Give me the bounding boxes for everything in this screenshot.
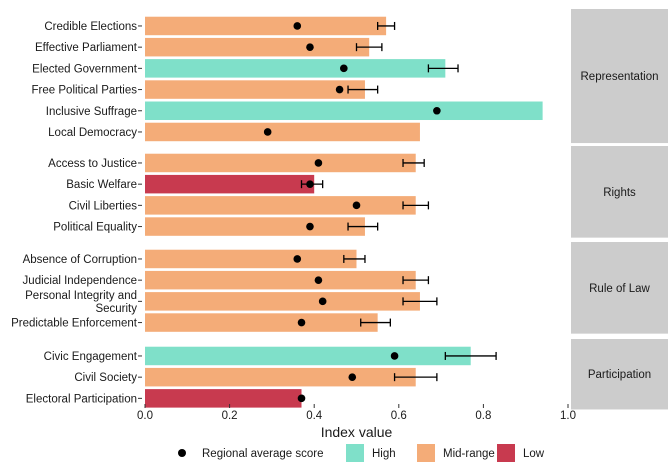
bar: [145, 217, 365, 236]
bar: [145, 389, 302, 408]
bar: [145, 37, 370, 57]
legend-point-key: [178, 449, 186, 457]
category-label: Civic Engagement: [44, 351, 138, 363]
facet-strip-label: Participation: [588, 369, 651, 381]
regional-average-point: [306, 43, 314, 51]
bar: [145, 59, 446, 78]
category-label: Civil Society: [74, 372, 137, 384]
facet-strip-label: Rule of Law: [589, 283, 650, 295]
bar: [145, 101, 543, 121]
category-label: Civil Liberties: [69, 200, 138, 212]
x-tick-label: 0.2: [222, 410, 238, 422]
facet-strip: [571, 146, 668, 238]
legend: Regional average score High Mid-range Low: [178, 444, 545, 462]
regional-average-point: [297, 318, 306, 327]
category-label: Absence of Corruption: [23, 254, 137, 266]
regional-average-point: [306, 222, 314, 231]
bar: [145, 270, 416, 290]
x-axis: 0.0 0.2 0.4 0.6 0.8 1.0: [137, 404, 576, 422]
x-tick-label: 0.8: [475, 410, 491, 422]
regional-average-point: [340, 64, 348, 73]
category-label: Credible Elections: [44, 21, 137, 33]
category-label: Basic Welfare: [66, 179, 137, 191]
legend-label: High: [372, 448, 396, 460]
bar: [145, 122, 420, 142]
regional-average-point: [263, 128, 272, 136]
panel-representation: Representation Credible Elections Effectiv…: [32, 9, 668, 144]
category-label: Free Political Parties: [32, 85, 138, 97]
legend-label: Mid-range: [443, 448, 495, 460]
x-tick-label: 0.0: [137, 410, 153, 422]
regional-average-point: [352, 201, 361, 210]
category-label: Elected Government: [32, 63, 138, 75]
regional-average-point: [293, 255, 302, 263]
legend-swatch: [497, 444, 515, 462]
category-label: Judicial Independence: [23, 275, 137, 287]
x-axis-title: Index value: [321, 424, 393, 440]
category-label: Personal Integrity and Security: [25, 290, 137, 315]
category-label: Electoral Participation: [26, 393, 137, 405]
category-label: Predictable Enforcement: [11, 318, 138, 330]
category-label: Access to Justice: [48, 158, 137, 170]
bar: [145, 313, 378, 332]
facet-strip-label: Rights: [603, 187, 636, 199]
regional-average-point: [335, 85, 344, 94]
regional-average-point: [390, 352, 399, 360]
panel-rights: Rights Access to Justice Basic Welfare Civi…: [48, 146, 668, 238]
regional-average-point: [433, 106, 441, 115]
x-tick-label: 0.4: [306, 410, 323, 422]
regional-average-point: [348, 373, 357, 381]
panels: Representation Credible Elections Effectiv…: [11, 9, 668, 410]
legend-label: Low: [523, 448, 545, 460]
bar: [145, 249, 357, 269]
category-label: Local Democracy: [48, 127, 137, 139]
bar: [145, 346, 471, 366]
legend-label: Regional average score: [202, 448, 323, 460]
facet-strip: [571, 9, 668, 144]
regional-average-point: [306, 180, 314, 188]
regional-average-point: [318, 297, 327, 306]
bar: [145, 367, 416, 387]
facet-strip: [571, 339, 668, 410]
bar: [145, 153, 416, 173]
legend-swatch: [417, 444, 435, 462]
category-label: Effective Parliament: [35, 42, 138, 54]
facet-strip: [571, 242, 668, 334]
regional-average-point: [314, 159, 323, 167]
panel-participation: Participation Civic Engagement Civil Socie…: [26, 339, 668, 410]
x-tick-label: 1.0: [560, 410, 576, 422]
bar: [145, 292, 420, 311]
regional-average-point: [314, 276, 323, 284]
regional-average-point: [293, 22, 302, 30]
panel-rule-of-law: Rule of Law Absence of Corruption Judicial…: [11, 242, 668, 334]
bar: [145, 16, 387, 36]
legend-swatch: [346, 444, 364, 462]
bar: [145, 196, 416, 215]
bar: [145, 174, 315, 194]
facet-strip-label: Representation: [581, 71, 659, 83]
bar: [145, 80, 365, 99]
category-label: Political Equality: [53, 222, 137, 234]
x-tick-label: 0.6: [391, 410, 407, 422]
regional-average-point: [297, 394, 306, 403]
category-label: Inclusive Suffrage: [46, 106, 137, 118]
